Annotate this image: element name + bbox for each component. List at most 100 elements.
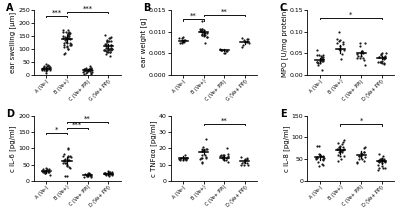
Point: [375, 168, 381, 172]
Point: [218, 153, 224, 156]
Point: [181, 156, 187, 160]
Point: [43, 71, 49, 75]
Point: [62, 161, 68, 165]
Point: [314, 63, 321, 66]
Point: [318, 56, 324, 60]
Point: [379, 51, 386, 55]
Text: *: *: [349, 11, 352, 17]
Point: [85, 172, 92, 175]
Point: [61, 160, 67, 163]
Point: [45, 169, 52, 173]
Point: [85, 171, 92, 174]
Point: [360, 51, 366, 54]
Point: [245, 163, 251, 166]
Point: [337, 149, 344, 152]
Point: [83, 69, 90, 72]
Point: [46, 68, 53, 72]
Point: [219, 153, 226, 157]
Point: [199, 27, 205, 31]
Point: [183, 157, 190, 161]
Point: [375, 61, 381, 64]
Point: [179, 36, 186, 40]
Point: [40, 68, 47, 71]
Point: [60, 152, 67, 155]
Point: [314, 53, 321, 57]
Point: [217, 154, 224, 157]
Point: [60, 30, 66, 33]
Point: [378, 162, 385, 165]
Point: [314, 156, 320, 160]
Point: [379, 59, 385, 62]
Point: [357, 56, 363, 60]
Point: [65, 47, 72, 50]
Point: [375, 160, 382, 164]
Point: [202, 31, 208, 34]
Point: [104, 39, 110, 43]
Point: [64, 45, 70, 49]
Point: [105, 48, 111, 52]
Point: [108, 43, 114, 46]
Point: [106, 172, 112, 176]
Point: [200, 30, 206, 33]
Point: [106, 170, 112, 174]
Point: [63, 30, 70, 34]
Point: [336, 30, 342, 33]
Point: [319, 57, 326, 61]
Point: [101, 49, 108, 52]
Point: [320, 157, 326, 161]
Point: [220, 159, 227, 162]
Point: [361, 58, 368, 61]
Point: [176, 158, 182, 161]
Point: [220, 155, 226, 158]
Text: A: A: [6, 3, 14, 13]
Point: [84, 173, 90, 177]
Point: [381, 160, 388, 163]
Point: [62, 38, 68, 42]
Point: [334, 141, 341, 145]
Point: [44, 68, 50, 72]
Point: [382, 167, 389, 170]
Point: [102, 42, 108, 46]
Point: [338, 150, 344, 153]
Point: [65, 34, 72, 38]
Point: [200, 34, 207, 38]
Point: [87, 67, 93, 71]
Point: [320, 164, 326, 167]
Point: [314, 61, 321, 65]
Point: [199, 157, 205, 160]
Point: [67, 31, 74, 35]
Point: [318, 58, 324, 61]
Point: [65, 32, 72, 35]
Point: [199, 32, 206, 36]
Point: [341, 48, 348, 51]
Point: [81, 175, 88, 179]
Point: [82, 67, 88, 71]
Point: [45, 171, 51, 174]
Point: [45, 170, 52, 174]
Point: [203, 32, 210, 35]
Point: [319, 68, 325, 72]
Point: [41, 169, 48, 173]
Point: [198, 160, 205, 163]
Point: [204, 35, 210, 38]
Point: [106, 48, 112, 51]
Point: [180, 158, 186, 161]
Point: [359, 157, 366, 161]
Text: D: D: [6, 109, 14, 119]
Point: [80, 67, 87, 71]
Point: [42, 171, 48, 174]
Point: [46, 168, 53, 171]
Point: [105, 171, 111, 174]
Point: [42, 169, 48, 173]
Point: [63, 40, 70, 44]
Point: [356, 154, 362, 158]
Point: [108, 46, 114, 50]
Point: [43, 70, 50, 73]
Point: [66, 165, 73, 168]
Text: ***: ***: [82, 6, 93, 12]
Point: [378, 157, 384, 161]
Point: [380, 55, 387, 59]
Point: [198, 148, 205, 151]
Point: [103, 172, 109, 175]
Point: [313, 144, 320, 148]
